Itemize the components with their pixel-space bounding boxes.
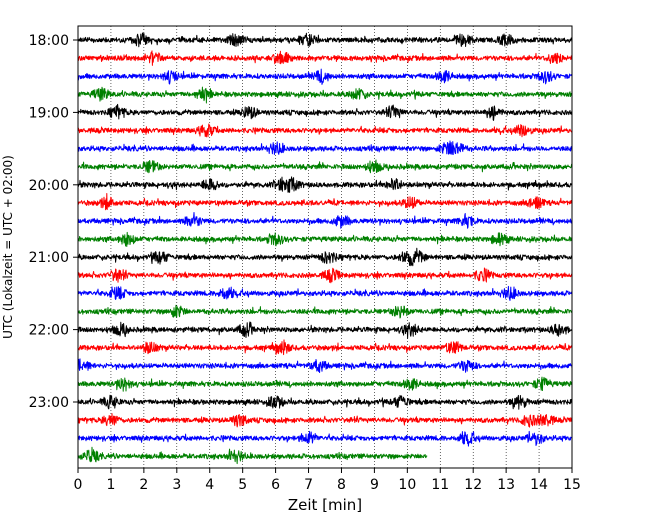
x-tick-label: 12: [464, 477, 482, 493]
x-tick-label: 5: [238, 477, 247, 493]
seismogram-trace: [77, 446, 428, 465]
seismogram-trace: [77, 50, 573, 66]
seismogram-trace: [77, 231, 573, 247]
y-tick-label: 21:00: [29, 250, 69, 266]
y-axis-label: UTC (Lokalzeit = UTC + 02:00): [1, 155, 15, 339]
y-tick-label: 22:00: [29, 323, 69, 339]
trace-group: [77, 32, 573, 465]
x-tick-label: 8: [337, 477, 346, 493]
x-tick-label: 6: [271, 477, 280, 493]
seismogram-trace: [77, 285, 573, 301]
seismogram-trace: [77, 376, 573, 392]
y-tick-label: 20:00: [29, 178, 69, 194]
x-tick-label: 13: [497, 477, 515, 493]
seismogram-trace: [77, 176, 573, 193]
seismogram-trace: [77, 247, 573, 267]
seismogram-trace: [77, 267, 573, 284]
x-tick-label: 14: [530, 477, 548, 493]
y-tick-label: 19:00: [29, 105, 69, 121]
seismogram-trace: [77, 32, 573, 48]
x-axis-label: Zeit [min]: [288, 496, 362, 514]
x-tick-label: 7: [304, 477, 313, 493]
seismogram-trace: [77, 430, 573, 447]
seismogram-trace: [77, 123, 573, 138]
x-tick-label: 11: [431, 477, 449, 493]
x-tick-label: 9: [370, 477, 379, 493]
x-tick-label: 2: [139, 477, 148, 493]
seismogram-trace: [77, 68, 573, 85]
x-tick-label: 4: [205, 477, 214, 493]
seismogram-trace: [77, 159, 573, 174]
seismogram-trace: [77, 212, 573, 229]
seismogram-trace: [77, 193, 573, 211]
seismogram-trace: [77, 86, 573, 104]
seismogram-trace: [77, 339, 573, 356]
seismogram-trace: [77, 140, 573, 156]
x-tick-label: 0: [74, 477, 83, 493]
x-tick-label: 10: [398, 477, 416, 493]
seismogram-trace: [77, 103, 573, 121]
y-tick-label: 18:00: [29, 33, 69, 49]
x-tick-label: 15: [563, 477, 581, 493]
seismogram-trace: [77, 413, 573, 428]
seismogram-trace: [77, 304, 573, 319]
x-tick-label: 1: [106, 477, 115, 493]
y-tick-label: 23:00: [29, 395, 69, 411]
seismogram-trace: [77, 358, 573, 373]
y-axis: 18:00 19:00 20:00 21:00 22:00 23:00: [29, 33, 78, 411]
seismogram-trace: [77, 321, 573, 339]
x-tick-label: 3: [172, 477, 181, 493]
seismogram-trace: [77, 394, 573, 410]
plot-frame: [77, 25, 573, 469]
x-axis: 0 1 2 3 4 5 6 7 8 9 10 11 12 13 14 15: [74, 468, 581, 493]
